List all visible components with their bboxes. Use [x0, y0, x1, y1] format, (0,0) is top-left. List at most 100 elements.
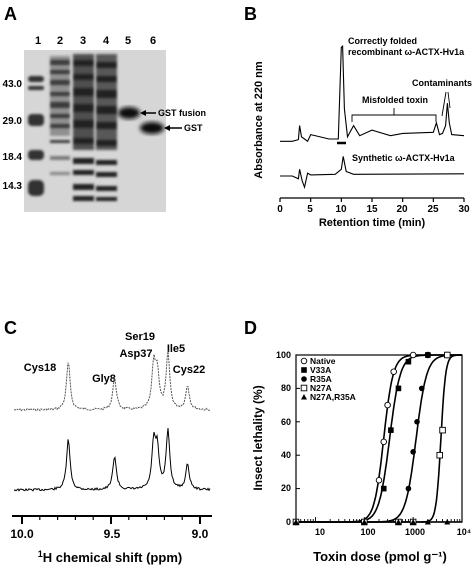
d-ytick-label-40: 40: [281, 450, 291, 460]
point-native: [384, 401, 391, 409]
point-n27a-r35a: [424, 519, 431, 525]
panel-b-xlabel: Retention time (min): [319, 217, 426, 229]
mw-label-43: 43.0: [3, 79, 23, 90]
point-r35a: [414, 419, 420, 425]
gel-lane-2: [50, 56, 70, 175]
lane-label-6: 6: [150, 35, 156, 47]
point-n27a-r35a: [293, 519, 299, 525]
point-native: [409, 351, 417, 359]
panel-d-y-tick-labels: 0 20 40 60 80 100: [276, 350, 291, 527]
point-n27a-r35a: [410, 519, 417, 525]
d-xtick-label-100: 100: [360, 527, 375, 537]
panel-a-lane-labels: 1 2 3 4 5 6: [35, 35, 156, 47]
panel-c-xlabel-superscript: 1: [38, 549, 43, 559]
panel-c-x-ticks: [21, 516, 201, 524]
c-tick-label-10: 10.0: [10, 527, 34, 541]
gst-fusion-label: GST fusion: [158, 108, 206, 118]
gel-lane-1: [28, 76, 44, 196]
point-n27a-r35a: [444, 519, 451, 525]
point-n27a: [439, 426, 446, 434]
panel-d-ylabel: Insect lethality (%): [251, 385, 265, 490]
panel-d-legend: Native V33A R35A N27A N27A,R35A: [300, 356, 356, 402]
panel-c-xlabel-text: H chemical shift (ppm): [43, 550, 182, 565]
b-tick-label-25: 25: [427, 204, 439, 215]
gst-arrowhead: [164, 125, 170, 131]
peak-label-ser19: Ser19: [125, 331, 155, 343]
d-xtick-label-1000: 1000: [405, 527, 425, 537]
legend-marker-n27a-r35a: [301, 394, 307, 400]
legend-label-n27a-r35a: N27A,R35A: [310, 392, 356, 402]
d-ytick-label-80: 80: [281, 383, 291, 393]
b-tick-label-10: 10: [335, 204, 347, 215]
point-native: [380, 438, 387, 446]
point-v33a: [395, 385, 402, 392]
lane-label-4: 4: [103, 35, 110, 47]
gst-fusion-arrowhead: [140, 110, 146, 116]
d-ytick-label-0: 0: [286, 517, 291, 527]
point-r35a: [425, 352, 431, 358]
b-tick-label-5: 5: [307, 204, 313, 215]
panel-c-letter: C: [4, 318, 17, 338]
d-ytick-label-60: 60: [281, 417, 291, 427]
legend-label-native: Native: [310, 356, 336, 366]
panel-b-x-ticks: [279, 198, 465, 202]
mw-label-14: 14.3: [3, 181, 23, 192]
panel-d-chart: Insect lethality (%) 0 20 40 60 80 100 1…: [251, 350, 471, 564]
lane-label-5: 5: [125, 35, 131, 47]
c-tick-label-9: 9.0: [192, 527, 209, 541]
legend-label-r35a: R35A: [310, 374, 332, 384]
point-n27a-r35a: [361, 519, 368, 525]
misfolded-label: Misfolded toxin: [362, 95, 428, 105]
panel-c-xlabel: 1H chemical shift (ppm): [38, 549, 182, 565]
peak-label-asp37: Asp37: [119, 348, 152, 360]
b-tick-label-15: 15: [366, 204, 378, 215]
panel-c-chart: Cys18 Gly8 Asp37 Ser19 Ile5 Cys22 10.0 9…: [10, 331, 212, 565]
b-tick-label-20: 20: [396, 204, 408, 215]
legend-marker-n27a: [300, 384, 308, 392]
gst-label: GST: [184, 123, 203, 133]
b-tick-label-0: 0: [277, 204, 283, 215]
lane-label-3: 3: [80, 35, 86, 47]
gel-lane-3: [73, 54, 94, 201]
legend-label-n27a: N27A: [310, 383, 332, 393]
point-v33a: [405, 358, 412, 365]
mw-label-29: 29.0: [3, 116, 23, 127]
lane-label-2: 2: [57, 35, 63, 47]
gel-image: [24, 50, 166, 212]
trace-recombinant: [280, 44, 465, 143]
panel-d-x-tick-labels: 10 100 1000 10⁴: [315, 527, 471, 537]
mw-label-18: 18.4: [3, 152, 23, 163]
nmr-spectrum-recombinant: [13, 350, 211, 412]
legend-marker-r35a: [301, 376, 307, 382]
point-v33a: [380, 485, 387, 492]
misfolded-bracket: [351, 108, 437, 122]
contaminants-label: Contaminants: [412, 78, 472, 88]
synthetic-label: Synthetic ω-ACTX-Hv1a: [352, 153, 456, 163]
panel-c-peak-labels: Cys18 Gly8 Asp37 Ser19 Ile5 Cys22: [24, 331, 205, 385]
legend-marker-native: [300, 357, 308, 365]
peak-label-ile5: Ile5: [167, 343, 185, 355]
contaminants-leader-1: [441, 91, 447, 117]
panel-d-letter: D: [244, 318, 257, 338]
peak-label-cys22: Cys22: [173, 364, 205, 376]
point-n27a: [444, 351, 451, 359]
legend-label-v33a: V33A: [310, 365, 331, 375]
panel-a-mw-labels: 43.0 29.0 18.4 14.3: [3, 79, 23, 192]
correct-label-line1: Correctly folded: [348, 36, 417, 46]
panel-d-points: [292, 351, 451, 526]
point-n27a-r35a: [395, 519, 402, 525]
d-xtick-label-10000: 10⁴: [457, 527, 471, 537]
peak-label-gly8: Gly8: [92, 373, 116, 385]
panel-d-xlabel: Toxin dose (pmol g⁻¹): [313, 549, 447, 564]
panel-b-x-tick-labels: 0 5 10 15 20 25 30: [277, 204, 470, 215]
d-ytick-label-100: 100: [276, 350, 291, 360]
point-r35a: [405, 485, 412, 492]
point-n27a: [436, 451, 443, 459]
trace-synthetic: [280, 156, 465, 190]
panel-a-letter: A: [4, 4, 17, 24]
correct-label-line2: recombinant ω-ACTX-Hv1a: [348, 47, 465, 57]
point-native: [375, 477, 383, 484]
nmr-spectrum-synthetic: [13, 427, 211, 492]
